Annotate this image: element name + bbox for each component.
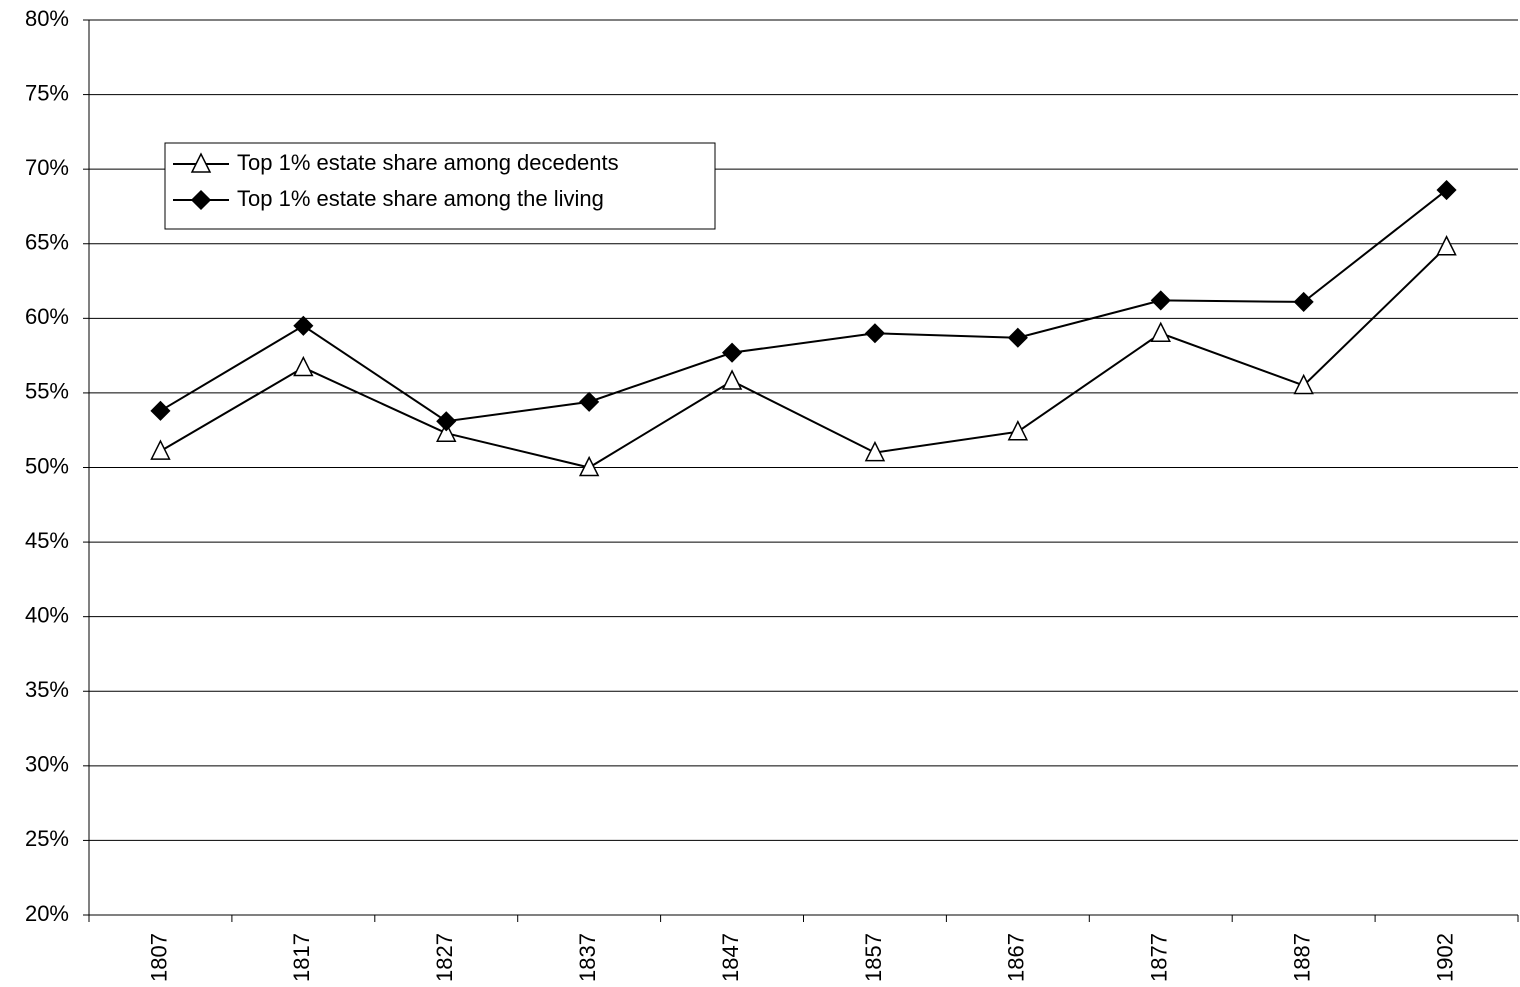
data-point — [1007, 420, 1029, 441]
y-tick-label: 75% — [25, 80, 69, 105]
x-tick-label: 1902 — [1432, 933, 1457, 982]
data-point — [721, 342, 743, 363]
y-tick-label: 60% — [25, 304, 69, 329]
legend-marker — [190, 152, 212, 173]
data-point — [721, 369, 743, 390]
data-point — [864, 323, 886, 344]
x-tick-label: 1867 — [1004, 933, 1029, 982]
data-point — [1150, 321, 1171, 342]
data-point — [1150, 290, 1171, 311]
data-point — [436, 411, 457, 432]
y-tick-label: 55% — [25, 379, 69, 404]
data-point — [1436, 179, 1457, 201]
x-tick-label: 1817 — [289, 933, 314, 982]
series-line — [159, 189, 1448, 423]
legend-marker — [190, 189, 212, 211]
data-point — [150, 400, 171, 421]
data-point — [1007, 327, 1028, 348]
y-tick-label: 35% — [25, 677, 69, 702]
x-tick-label: 1837 — [575, 933, 600, 982]
series-line — [159, 246, 1448, 469]
legend-box — [164, 142, 716, 230]
legend-label: Top 1% estate share among the living — [237, 186, 604, 211]
y-tick-label: 40% — [25, 602, 69, 627]
x-tick-label: 1807 — [146, 933, 171, 982]
data-point — [864, 440, 886, 462]
x-tick-label: 1847 — [718, 933, 743, 982]
data-point — [1293, 373, 1314, 395]
x-tick-label: 1857 — [861, 933, 886, 982]
data-point — [436, 421, 457, 442]
data-point — [1436, 235, 1457, 256]
data-point — [150, 439, 171, 460]
x-tick-label: 1827 — [432, 933, 457, 982]
data-point — [293, 355, 314, 377]
x-tick-label: 1887 — [1289, 933, 1314, 982]
legend-label: Top 1% estate share among decedents — [237, 150, 619, 175]
y-tick-label: 25% — [25, 826, 69, 851]
y-tick-label: 70% — [25, 155, 69, 180]
data-point — [578, 455, 600, 477]
y-tick-label: 30% — [25, 752, 69, 777]
y-tick-label: 45% — [25, 528, 69, 553]
y-tick-label: 50% — [25, 453, 69, 478]
data-point — [1293, 291, 1314, 312]
y-tick-label: 65% — [25, 230, 69, 255]
x-tick-label: 1877 — [1147, 933, 1172, 982]
data-point — [293, 315, 314, 336]
y-tick-label: 80% — [25, 6, 69, 31]
data-point — [579, 391, 600, 412]
y-tick-label: 20% — [25, 901, 69, 926]
